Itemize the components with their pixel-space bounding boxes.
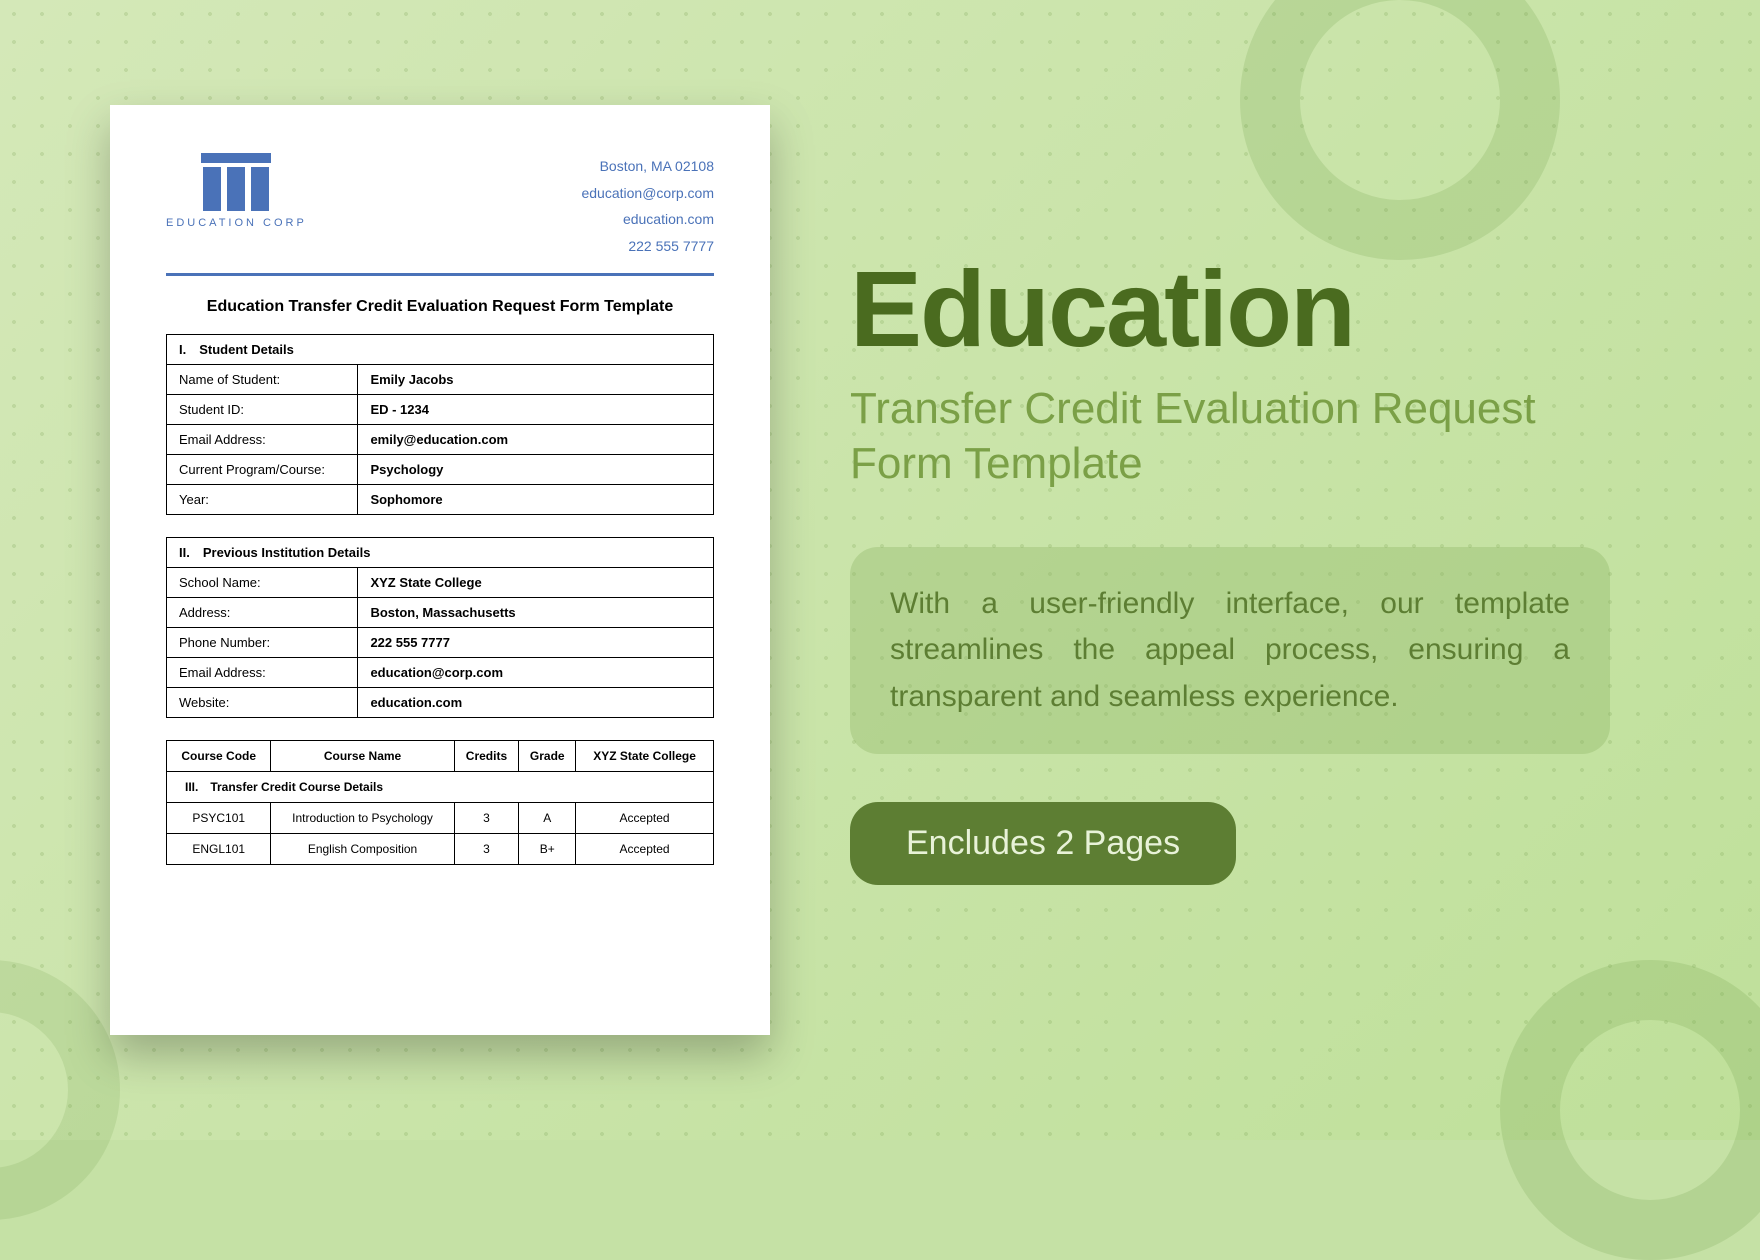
col-header: Credits bbox=[454, 741, 519, 772]
cell: 3 bbox=[454, 803, 519, 834]
document-title: Education Transfer Credit Evaluation Req… bbox=[166, 298, 714, 316]
table-row: Current Program/Course:Psychology bbox=[167, 455, 714, 485]
contact-email: education@corp.com bbox=[581, 180, 714, 207]
field-label: Year: bbox=[167, 485, 358, 515]
contact-phone: 222 555 7777 bbox=[581, 233, 714, 260]
contact-website: education.com bbox=[581, 206, 714, 233]
col-header: XYZ State College bbox=[576, 741, 714, 772]
cell: Accepted bbox=[576, 803, 714, 834]
panel-description: With a user-friendly interface, our temp… bbox=[850, 547, 1610, 755]
field-value: ED - 1234 bbox=[358, 395, 714, 425]
field-label: Phone Number: bbox=[167, 628, 358, 658]
cell: Introduction to Psychology bbox=[271, 803, 454, 834]
section-previous-institution: II. Previous Institution Details School … bbox=[166, 537, 714, 718]
col-header: Course Code bbox=[167, 741, 271, 772]
logo-text: EDUCATION CORP bbox=[166, 217, 307, 229]
header-divider bbox=[166, 273, 714, 276]
panel-title: Education bbox=[850, 255, 1610, 363]
panel-subtitle: Transfer Credit Evaluation Request Form … bbox=[850, 381, 1610, 491]
cell: B+ bbox=[519, 834, 576, 865]
document-header: EDUCATION CORP Boston, MA 02108 educatio… bbox=[166, 153, 714, 259]
field-label: Address: bbox=[167, 598, 358, 628]
table-row: School Name:XYZ State College bbox=[167, 568, 714, 598]
table-row: Address:Boston, Massachusetts bbox=[167, 598, 714, 628]
table-row: Name of Student:Emily Jacobs bbox=[167, 365, 714, 395]
field-value: education.com bbox=[358, 688, 714, 718]
document-preview: EDUCATION CORP Boston, MA 02108 educatio… bbox=[110, 105, 770, 1035]
cell: 3 bbox=[454, 834, 519, 865]
cell: ENGL101 bbox=[167, 834, 271, 865]
section-student-details: I. Student Details Name of Student:Emily… bbox=[166, 334, 714, 515]
table-row: Phone Number:222 555 7777 bbox=[167, 628, 714, 658]
contact-address: Boston, MA 02108 bbox=[581, 153, 714, 180]
field-value: Psychology bbox=[358, 455, 714, 485]
field-value: Sophomore bbox=[358, 485, 714, 515]
cell: English Composition bbox=[271, 834, 454, 865]
field-value: 222 555 7777 bbox=[358, 628, 714, 658]
table-row: Year:Sophomore bbox=[167, 485, 714, 515]
field-label: Email Address: bbox=[167, 658, 358, 688]
cell: A bbox=[519, 803, 576, 834]
table-row: Email Address:education@corp.com bbox=[167, 658, 714, 688]
field-label: Current Program/Course: bbox=[167, 455, 358, 485]
table-row: Website:education.com bbox=[167, 688, 714, 718]
cell: PSYC101 bbox=[167, 803, 271, 834]
table-header-row: Course Code Course Name Credits Grade XY… bbox=[167, 741, 714, 772]
field-label: Student ID: bbox=[167, 395, 358, 425]
field-label: Email Address: bbox=[167, 425, 358, 455]
table-row: Email Address:emily@education.com bbox=[167, 425, 714, 455]
field-label: School Name: bbox=[167, 568, 358, 598]
table-row: PSYC101 Introduction to Psychology 3 A A… bbox=[167, 803, 714, 834]
logo-mark-icon bbox=[201, 153, 271, 211]
field-value: education@corp.com bbox=[358, 658, 714, 688]
field-value: Emily Jacobs bbox=[358, 365, 714, 395]
field-value: XYZ State College bbox=[358, 568, 714, 598]
info-panel: Education Transfer Credit Evaluation Req… bbox=[850, 255, 1610, 886]
col-header: Course Name bbox=[271, 741, 454, 772]
field-value: emily@education.com bbox=[358, 425, 714, 455]
table-row: Student ID:ED - 1234 bbox=[167, 395, 714, 425]
field-label: Website: bbox=[167, 688, 358, 718]
section2-heading: II. Previous Institution Details bbox=[167, 538, 714, 568]
cell: Accepted bbox=[576, 834, 714, 865]
field-value: Boston, Massachusetts bbox=[358, 598, 714, 628]
section-transfer-credit: III. Transfer Credit Course Details Cour… bbox=[166, 740, 714, 865]
section3-heading: III. Transfer Credit Course Details bbox=[167, 772, 714, 803]
table-row: ENGL101 English Composition 3 B+ Accepte… bbox=[167, 834, 714, 865]
stage: EDUCATION CORP Boston, MA 02108 educatio… bbox=[0, 0, 1760, 1140]
contact-block: Boston, MA 02108 education@corp.com educ… bbox=[581, 153, 714, 259]
field-label: Name of Student: bbox=[167, 365, 358, 395]
pages-badge: Encludes 2 Pages bbox=[850, 802, 1236, 885]
section1-heading: I. Student Details bbox=[167, 335, 714, 365]
logo: EDUCATION CORP bbox=[166, 153, 307, 229]
col-header: Grade bbox=[519, 741, 576, 772]
